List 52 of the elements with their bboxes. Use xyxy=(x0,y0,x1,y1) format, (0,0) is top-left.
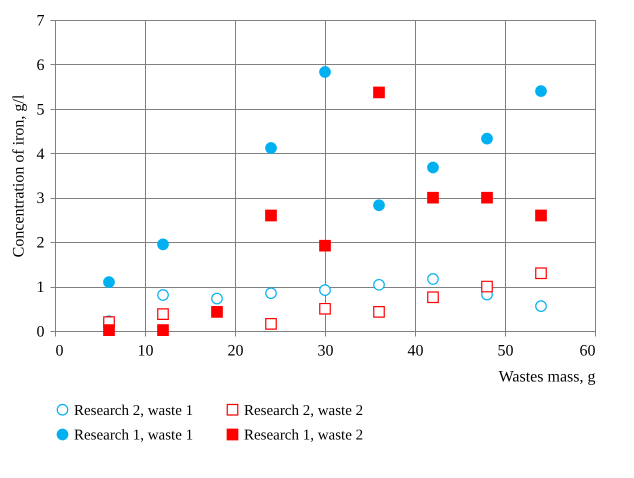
point xyxy=(481,132,493,144)
x-tick-label: 20 xyxy=(228,342,244,360)
legend-label: Research 2, waste 2 xyxy=(244,402,364,419)
point xyxy=(319,302,331,315)
legend-label: Research 2, waste 1 xyxy=(74,402,194,419)
point xyxy=(373,199,385,212)
point xyxy=(319,284,331,296)
legend-label: Research 1, waste 2 xyxy=(244,428,364,444)
point xyxy=(157,289,169,301)
y-tick-label: 1 xyxy=(36,279,44,296)
point xyxy=(265,142,277,154)
point xyxy=(373,86,385,98)
point xyxy=(535,85,547,97)
x-axis-title: Wastes mass, g xyxy=(498,368,596,386)
x-tick-label: 10 xyxy=(138,342,154,360)
point xyxy=(373,278,385,291)
y-tick-label: 4 xyxy=(36,146,44,163)
y-tick-label: 6 xyxy=(36,56,44,74)
point xyxy=(427,192,439,204)
point xyxy=(211,306,223,318)
x-tick-label: 30 xyxy=(318,342,334,360)
point xyxy=(265,287,277,300)
x-tick-label: 60 xyxy=(580,342,596,360)
point xyxy=(103,324,115,336)
legend-label: Research 1, waste 1 xyxy=(74,428,194,444)
point xyxy=(319,240,331,252)
point xyxy=(427,162,439,174)
point xyxy=(211,292,223,304)
y-tick-label: 3 xyxy=(36,190,44,208)
point xyxy=(535,267,547,280)
point xyxy=(157,324,169,336)
point xyxy=(157,238,169,250)
point xyxy=(157,308,169,320)
point xyxy=(427,273,439,285)
point xyxy=(535,300,547,312)
point xyxy=(265,318,277,330)
point xyxy=(373,306,385,318)
point xyxy=(265,210,277,222)
y-tick-label: 2 xyxy=(36,234,44,252)
y-tick-label: 5 xyxy=(36,101,44,118)
y-tick-label: 0 xyxy=(36,324,44,340)
point xyxy=(427,291,439,304)
point xyxy=(319,66,331,78)
y-tick-label: 7 xyxy=(36,12,44,30)
point xyxy=(481,280,493,292)
x-tick-label: 40 xyxy=(408,342,424,360)
x-tick-label: 0 xyxy=(56,342,64,360)
x-tick-label: 50 xyxy=(498,342,514,360)
point xyxy=(481,192,493,204)
y-axis-title: Concentration of iron, g/l xyxy=(10,94,28,258)
point xyxy=(103,276,115,288)
point xyxy=(535,210,547,222)
